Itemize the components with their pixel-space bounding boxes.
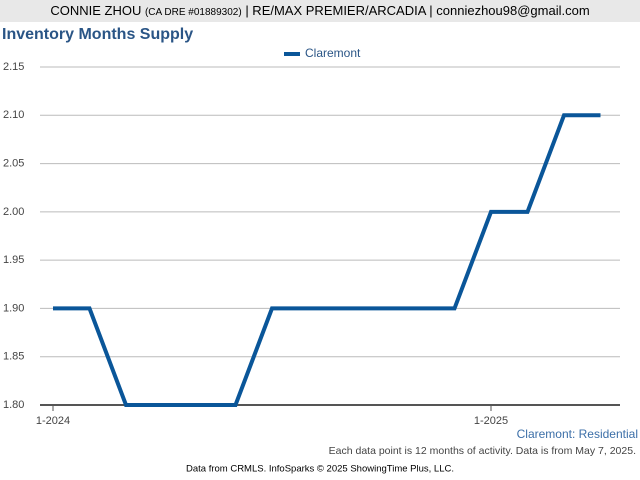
source: Data from CRMLS. InfoSparks © 2025 Showi…	[186, 464, 454, 475]
agency: | RE/MAX PREMIER/ARCADIA | conniezhou98@…	[245, 3, 590, 18]
license: (CA DRE #01889302)	[144, 7, 242, 18]
series-line	[53, 113, 601, 407]
y-tick-label: 1.80	[3, 399, 24, 411]
y-tick-label: 1.85	[3, 351, 24, 363]
y-tick-label: 1.90	[3, 302, 24, 314]
header: CONNIE ZHOU (CA DRE #01889302) | RE/MAX …	[0, 0, 640, 22]
y-tick-label: 1.95	[3, 254, 24, 266]
y-tick-label: 2.10	[3, 109, 24, 121]
subtitle: Claremont: Residential	[517, 427, 638, 441]
y-tick-label: 2.05	[3, 157, 24, 169]
x-tick-label: 1-2025	[474, 415, 508, 427]
legend-label: Claremont	[305, 46, 361, 60]
y-tick-label: 2.15	[3, 61, 24, 73]
note: Each data point is 12 months of activity…	[329, 445, 636, 457]
x-tick-label: 1-2024	[36, 415, 70, 427]
y-tick-label: 2.00	[3, 206, 24, 218]
chart-title: Inventory Months Supply	[2, 26, 193, 43]
agent-name: CONNIE ZHOU	[50, 3, 142, 18]
